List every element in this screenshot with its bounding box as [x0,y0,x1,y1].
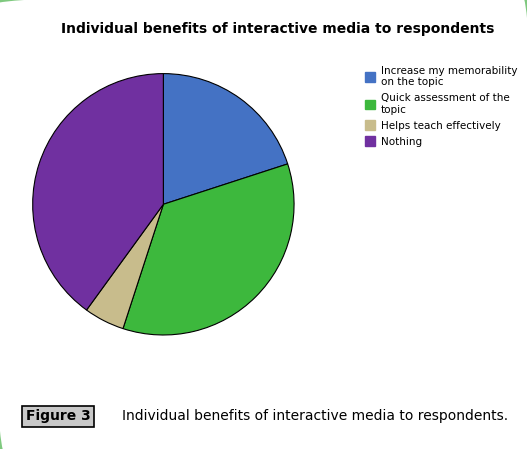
Text: Individual benefits of interactive media to respondents.: Individual benefits of interactive media… [122,409,508,423]
Wedge shape [33,74,163,310]
Title: Individual benefits of interactive media to respondents: Individual benefits of interactive media… [61,22,494,35]
Text: Figure 3: Figure 3 [26,409,91,423]
Wedge shape [123,164,294,335]
Wedge shape [163,74,288,204]
Wedge shape [86,204,163,329]
Legend: Increase my memorability
on the topic, Quick assessment of the
topic, Helps teac: Increase my memorability on the topic, Q… [363,64,519,149]
